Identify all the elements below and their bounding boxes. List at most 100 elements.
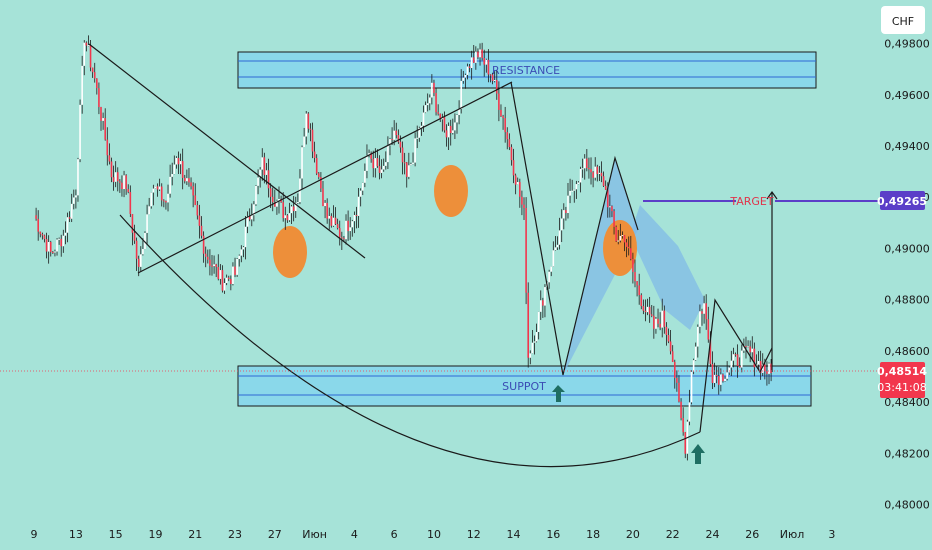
- candle: [673, 359, 676, 389]
- candle: [106, 127, 109, 166]
- orange-marker-1: [273, 226, 307, 278]
- price-tick-label: 0,48000: [884, 499, 930, 512]
- candle: [573, 188, 576, 203]
- candle: [357, 188, 360, 228]
- candle: [395, 122, 398, 139]
- candle: [204, 246, 207, 268]
- candle: [456, 114, 458, 134]
- candle: [307, 112, 310, 133]
- candle: [332, 205, 335, 227]
- price-tick-label: 0,49400: [884, 140, 930, 153]
- candle: [445, 124, 448, 147]
- candle: [730, 350, 733, 377]
- candle: [519, 178, 521, 208]
- uptrend-line: [137, 81, 513, 274]
- candle: [209, 249, 211, 276]
- support-label: SUPPOT: [502, 380, 546, 393]
- candle: [443, 111, 446, 133]
- candle: [215, 263, 217, 278]
- candle: [460, 69, 462, 114]
- candle: [175, 156, 178, 169]
- target-label: TARGET: [729, 195, 774, 208]
- time-tick-label: Июл: [780, 528, 805, 541]
- target-price-value: 0,49265: [877, 195, 927, 208]
- candles-layer: [35, 35, 772, 461]
- candle: [447, 122, 450, 151]
- time-axis[interactable]: 9 13 15 19 21 23 27 Июн 4 6 10 12 14 16 18 20 22 24 26 Июл 3: [31, 528, 836, 541]
- candle: [548, 269, 550, 289]
- resistance-label: RESISTANCE: [492, 64, 560, 77]
- candle: [156, 183, 159, 197]
- candle: [165, 200, 167, 210]
- candle: [575, 180, 578, 199]
- candle: [713, 362, 716, 388]
- candle: [757, 351, 760, 370]
- time-tick-label: 18: [586, 528, 600, 541]
- candle: [726, 361, 728, 381]
- currency-button[interactable]: CHF: [881, 6, 925, 34]
- candle: [600, 161, 603, 183]
- candle: [320, 172, 322, 192]
- candle: [292, 196, 295, 222]
- candle: [114, 161, 117, 188]
- candle: [617, 230, 620, 245]
- candle: [43, 234, 46, 243]
- candle: [768, 362, 770, 385]
- candle: [188, 167, 190, 187]
- candle: [544, 284, 546, 318]
- candle: [491, 72, 494, 85]
- candle: [667, 328, 670, 344]
- candle: [694, 342, 697, 361]
- candle: [590, 157, 592, 185]
- candle: [684, 431, 687, 459]
- candle: [655, 317, 657, 334]
- candle: [257, 169, 259, 195]
- time-tick-label: 10: [427, 528, 441, 541]
- candle: [403, 152, 406, 175]
- candle: [62, 229, 65, 253]
- candle: [192, 182, 194, 208]
- candle: [615, 225, 617, 243]
- price-tick-label: 0,49600: [884, 89, 930, 102]
- candle: [475, 46, 477, 70]
- time-tick-label: 26: [745, 528, 759, 541]
- candle: [596, 164, 599, 182]
- candle: [552, 241, 555, 267]
- candle: [598, 165, 601, 181]
- target-line[interactable]: TARGET: [643, 195, 880, 208]
- current-price-value: 0,48514: [877, 365, 927, 378]
- candle: [420, 122, 423, 136]
- candle: [485, 58, 488, 73]
- candle: [653, 305, 655, 339]
- candle: [177, 151, 180, 174]
- candle: [359, 188, 362, 207]
- candle: [464, 73, 467, 89]
- candle: [405, 161, 408, 188]
- candle: [571, 179, 573, 192]
- candle: [408, 152, 410, 180]
- candle: [717, 367, 720, 395]
- candle: [502, 114, 504, 130]
- candle: [261, 148, 264, 181]
- support-zone[interactable]: SUPPOT: [237, 365, 812, 407]
- candle: [766, 361, 768, 386]
- resistance-zone[interactable]: RESISTANCE: [237, 51, 817, 89]
- candle: [376, 149, 379, 168]
- candle: [343, 236, 345, 242]
- candle: [736, 344, 739, 378]
- candle: [401, 141, 404, 175]
- candle: [724, 376, 726, 382]
- price-tick-label: 0,48200: [884, 447, 930, 460]
- up-arrow-icon: [552, 385, 565, 402]
- candle: [353, 211, 356, 234]
- candle: [135, 237, 138, 271]
- candle: [389, 137, 391, 156]
- candle: [550, 266, 553, 277]
- candle: [479, 43, 481, 66]
- candle: [158, 178, 161, 192]
- candle: [567, 182, 569, 219]
- candle: [753, 342, 756, 377]
- candle: [225, 274, 228, 286]
- candle: [81, 55, 83, 114]
